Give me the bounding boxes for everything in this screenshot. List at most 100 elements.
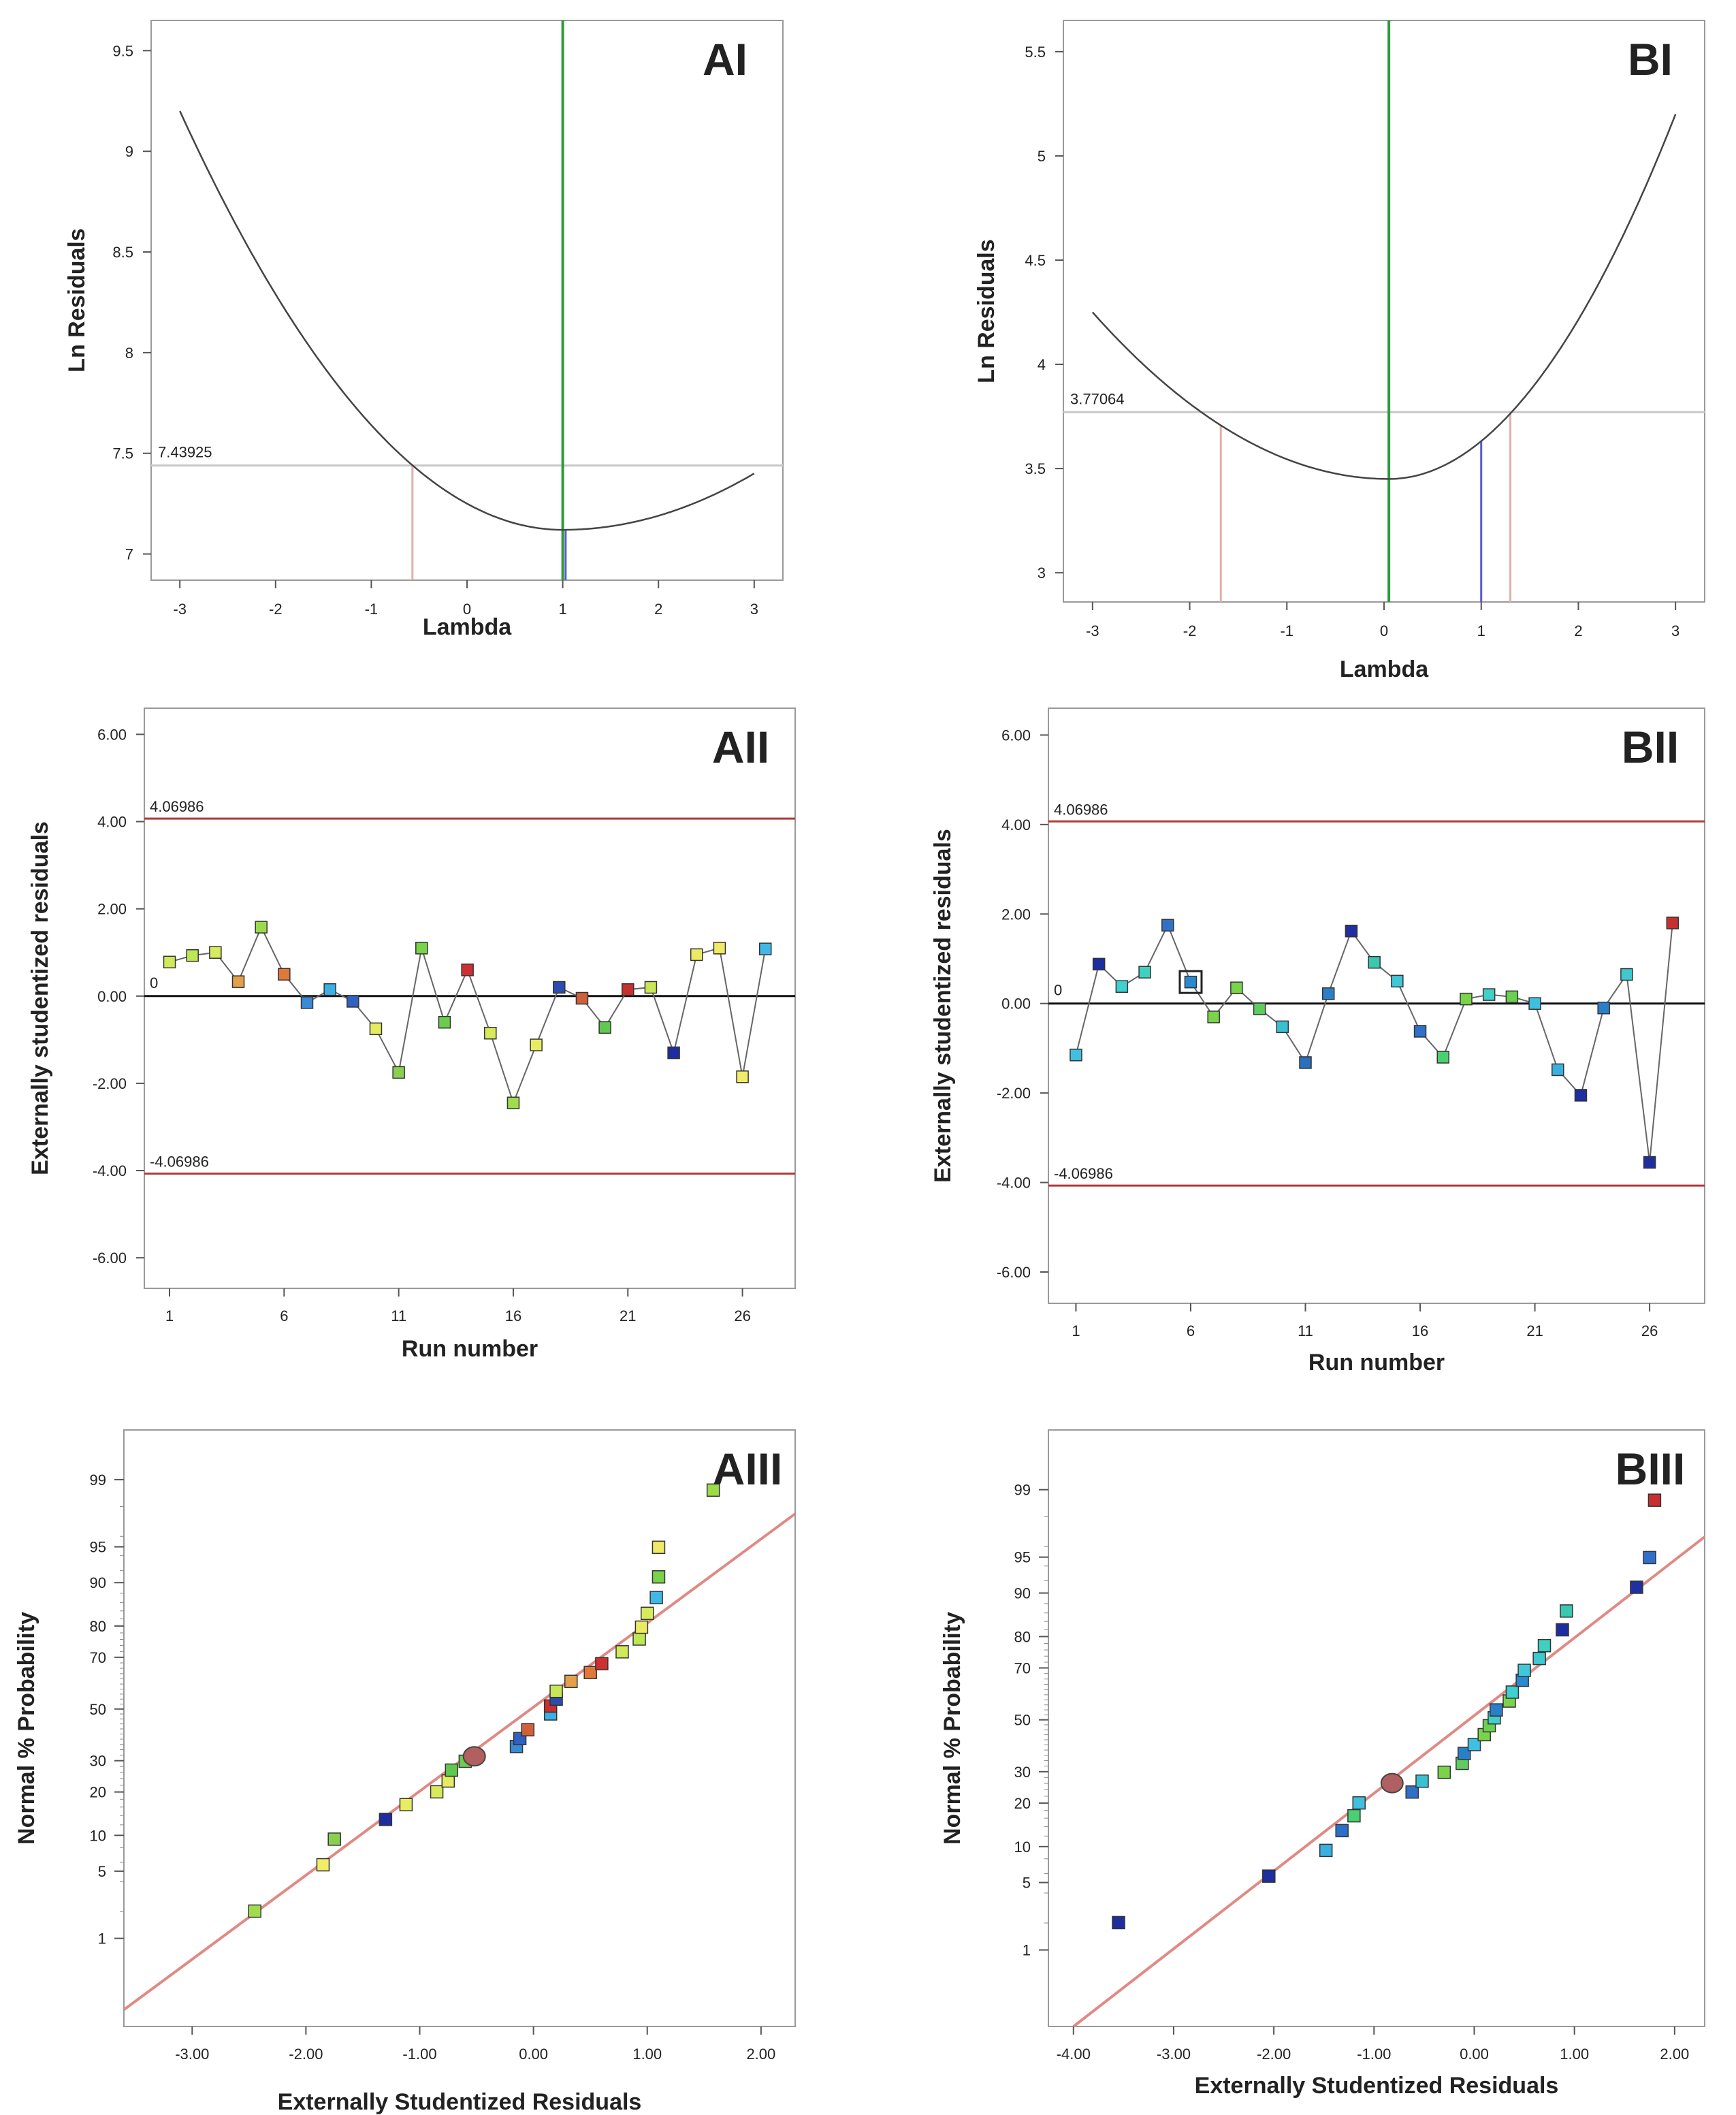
x-tick-label: 1 — [1477, 622, 1485, 639]
residual-point — [1505, 990, 1519, 1004]
probability-point — [1352, 1796, 1366, 1810]
y-tick-label: 90 — [1014, 1585, 1031, 1602]
x-tick-label: 16 — [1412, 1322, 1428, 1339]
residual-point — [1552, 1063, 1564, 1077]
y-tick-label: 70 — [90, 1649, 106, 1666]
residual-point — [1597, 1002, 1610, 1015]
y-tick-label: 1 — [98, 1930, 106, 1947]
x-tick-label: -3 — [173, 601, 187, 618]
probability-point — [615, 1645, 629, 1659]
probability-point — [521, 1723, 535, 1736]
x-tick-label: 11 — [1298, 1322, 1313, 1339]
residual-point — [1391, 974, 1404, 988]
y-tick-label: -6.00 — [93, 1250, 127, 1267]
residual-point — [209, 946, 222, 959]
probability-point — [1537, 1638, 1552, 1653]
residual-point — [507, 1096, 520, 1109]
y-tick-label: 0.00 — [1001, 996, 1031, 1013]
x-tick-label: 26 — [734, 1307, 750, 1324]
probability-point — [316, 1858, 330, 1872]
ci-level-label: 7.43925 — [158, 444, 212, 461]
probability-point — [1556, 1623, 1569, 1637]
y-tick-label: 6.00 — [97, 726, 127, 743]
probability-point — [1437, 1765, 1451, 1779]
y-tick-label: 50 — [1014, 1712, 1031, 1729]
residual-point — [575, 991, 589, 1005]
panel-label: AIII — [713, 1444, 783, 1494]
residual-point — [530, 1038, 543, 1051]
residual-point — [1161, 919, 1174, 932]
y-tick-label: 3.5 — [1025, 460, 1046, 477]
x-tick-label: 21 — [620, 1307, 636, 1324]
x-tick-label: -1 — [1280, 622, 1293, 639]
probability-point — [1112, 1915, 1125, 1930]
panel-label: BI — [1628, 34, 1673, 84]
x-tick-label: 1 — [558, 601, 566, 618]
probability-point — [1647, 1493, 1662, 1507]
x-tick-label: 3 — [750, 601, 758, 618]
zero-line-label: 0 — [150, 974, 158, 991]
x-tick-label: 3 — [1671, 622, 1679, 639]
y-axis-title: Externally studentized residuals — [27, 821, 53, 1175]
probability-point — [327, 1832, 341, 1846]
residual-point — [1460, 992, 1473, 1006]
probability-point — [706, 1483, 720, 1497]
probability-point — [595, 1657, 609, 1670]
residual-point — [736, 1070, 749, 1083]
x-axis-title: Run number — [1308, 1350, 1445, 1375]
chart-ai: -3 -2 -1 0 1 2 3 7 7.5 8 8.5 9 9.5 7.43925 Lambda Ln Re… — [64, 20, 784, 640]
y-tick-label: 4.5 — [1025, 252, 1046, 269]
residual-point — [186, 949, 199, 962]
x-axis-title: Lambda — [423, 614, 512, 640]
x-tick-label: 26 — [1641, 1322, 1658, 1339]
probability-point — [1347, 1809, 1361, 1823]
residual-point — [461, 964, 474, 976]
zero-line-label: 0 — [1054, 982, 1062, 999]
y-tick-label: 9 — [125, 143, 133, 160]
chart-bi: -3 -2 -1 0 1 2 3 3 3.5 4 4.5 5 5.5 3.77064 Lambda Ln Re… — [974, 20, 1705, 682]
panel-label: BIII — [1616, 1444, 1686, 1494]
y-tick-label: 30 — [1014, 1764, 1031, 1781]
x-axis-title: Run number — [402, 1336, 538, 1362]
x-tick-label: -1.00 — [1357, 2046, 1391, 2063]
probability-point — [632, 1632, 646, 1646]
y-tick-label: 7 — [125, 546, 133, 563]
x-tick-label: 2.00 — [1660, 2046, 1689, 2063]
residual-point — [1184, 975, 1197, 989]
x-tick-label: 1.00 — [632, 2046, 662, 2063]
y-tick-label: 20 — [90, 1784, 106, 1801]
residual-point — [1666, 917, 1679, 929]
residual-point — [1620, 968, 1633, 981]
residual-point — [300, 996, 314, 1009]
y-tick-label: 95 — [1014, 1549, 1031, 1566]
residual-point — [1253, 1002, 1266, 1015]
probability-point — [1415, 1774, 1429, 1788]
x-tick-label: -2 — [1183, 622, 1197, 639]
residual-point — [369, 1022, 383, 1036]
y-axis-title: Normal % Probability — [939, 1612, 965, 1845]
residual-point — [1345, 925, 1358, 938]
y-tick-label: 99 — [1014, 1482, 1031, 1499]
y-tick-label: 0.00 — [97, 988, 127, 1005]
x-tick-label: 21 — [1526, 1322, 1543, 1339]
upper-limit-label: 4.06986 — [1054, 801, 1108, 818]
x-axis-title: Externally Studentized Residuals — [1195, 2073, 1559, 2099]
lower-limit-label: -4.06986 — [1054, 1165, 1113, 1182]
residual-point — [438, 1015, 451, 1029]
panel-label: AI — [703, 34, 748, 84]
y-tick-label: 5.5 — [1025, 44, 1046, 61]
residual-point — [1528, 997, 1541, 1010]
chart-bii: 1 6 11 16 21 26-6.00-4.00-2.000.002.004.006.0… — [930, 707, 1705, 1375]
x-tick-label: 1.00 — [1560, 2046, 1589, 2063]
probability-point — [1467, 1738, 1481, 1751]
residual-point — [1138, 966, 1151, 979]
plot-frame — [144, 707, 796, 1289]
y-tick-label: 20 — [1014, 1795, 1031, 1812]
y-tick-label: -6.00 — [997, 1264, 1031, 1281]
y-tick-label: 80 — [90, 1618, 106, 1635]
residual-point — [323, 983, 336, 996]
y-axis-title: Ln Residuals — [64, 228, 90, 372]
residual-point — [484, 1026, 497, 1040]
y-tick-label: 80 — [1014, 1628, 1031, 1645]
